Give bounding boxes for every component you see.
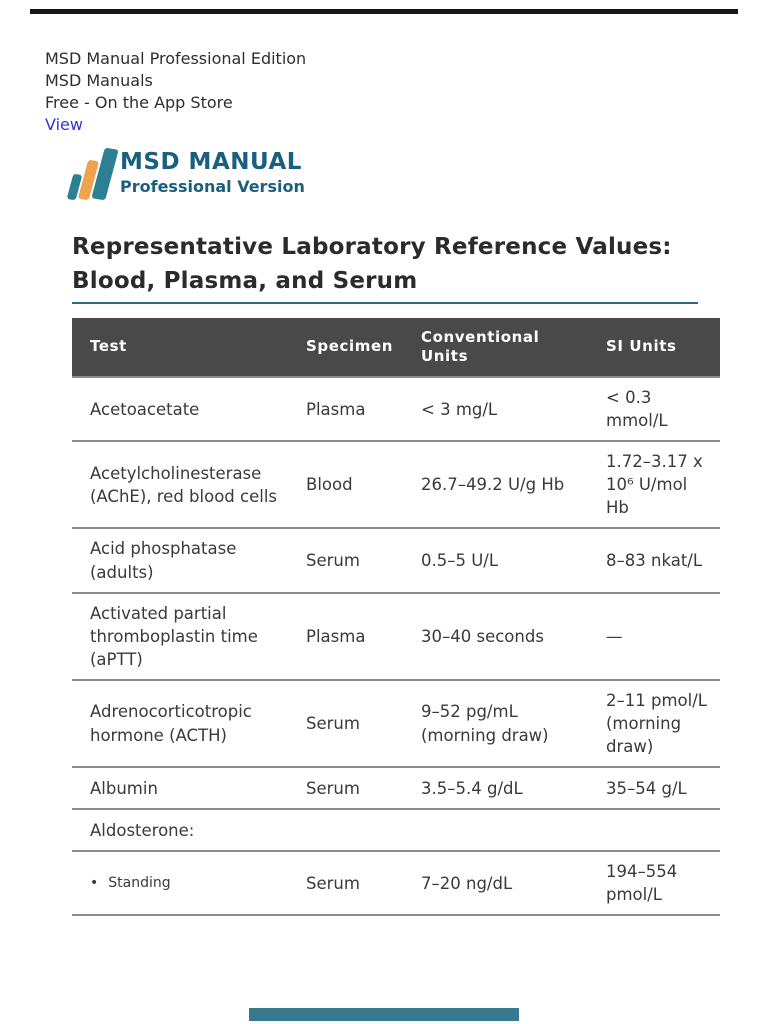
cell-test: Acetoacetate	[90, 399, 200, 419]
cell-si-units: 1.72–3.17 x 10⁶ U/mol Hb	[606, 452, 703, 518]
heading-underline	[72, 302, 698, 304]
table-row: Adrenocorticotropic hormone (ACTH) Serum 9…	[72, 681, 720, 769]
cell-conventional-units: 9–52 pg/mL (morning draw)	[421, 702, 549, 745]
logo-subtitle: Professional Version	[120, 177, 305, 196]
cell-si-units: < 0.3 mmol/L	[606, 388, 668, 431]
table-header-row: Test Specimen Conventional Units SI Unit…	[72, 318, 720, 376]
cell-si-units: 8–83 nkat/L	[606, 551, 703, 571]
cell-conventional-units: 30–40 seconds	[421, 626, 544, 646]
cell-test: Acid phosphatase (adults)	[90, 539, 237, 582]
cell-conventional-units: 3.5–5.4 g/dL	[421, 778, 523, 798]
cell-conventional-units: < 3 mg/L	[421, 399, 498, 419]
table-row: Acetylcholinesterase (AChE), red blood c…	[72, 442, 720, 530]
page-title-line2: Blood, Plasma, and Serum	[72, 268, 418, 294]
table-row: Aldosterone:	[72, 810, 720, 853]
cell-si-units: 35–54 g/L	[606, 778, 687, 798]
cell-test: • Standing	[72, 866, 288, 902]
reference-values-table: Test Specimen Conventional Units SI Unit…	[72, 318, 720, 917]
cell-specimen: Plasma	[306, 399, 366, 419]
app-banner-publisher: MSD Manuals	[45, 71, 153, 90]
app-banner-title: MSD Manual Professional Edition	[45, 49, 307, 68]
page-top-divider	[30, 9, 738, 14]
logo-title: MSD MANUAL	[120, 149, 302, 175]
cell-si-units: 194–554 pmol/L	[606, 862, 678, 905]
msd-manual-logo[interactable]: MSD MANUAL Professional Version	[66, 146, 388, 204]
table-row: Albumin Serum 3.5–5.4 g/dL 35–54 g/L	[72, 768, 720, 811]
cell-test: Acetylcholinesterase (AChE), red blood c…	[90, 463, 278, 506]
cell-specimen: Serum	[306, 551, 360, 571]
table-body: Acetoacetate Plasma < 3 mg/L < 0.3 mmol/L Ac…	[72, 376, 720, 917]
cell-specimen: Serum	[306, 778, 360, 798]
cell-test: Adrenocorticotropic hormone (ACTH)	[90, 702, 252, 745]
table-row: Acetoacetate Plasma < 3 mg/L < 0.3 mmol/L	[72, 376, 720, 443]
page-title: Representative Laboratory Reference Valu…	[72, 230, 712, 298]
cell-specimen: Plasma	[306, 626, 366, 646]
app-banner-price: Free - On the App Store	[45, 93, 233, 112]
cell-si-units	[588, 822, 720, 838]
table-row: Acid phosphatase (adults) Serum 0.5–5 U/L 8…	[72, 529, 720, 594]
column-header-specimen: Specimen	[306, 337, 394, 356]
cell-conventional-units: 26.7–49.2 U/g Hb	[421, 475, 565, 495]
bullet-icon: •	[90, 875, 99, 892]
table-row: Activated partial thromboplastin time (a…	[72, 594, 720, 681]
cell-si-units: —	[606, 626, 623, 646]
next-page-header-bar	[249, 1008, 519, 1021]
column-header-test: Test	[90, 337, 127, 356]
cell-specimen: Blood	[306, 475, 353, 495]
cell-specimen: Serum	[306, 873, 360, 893]
cell-specimen: Serum	[306, 714, 360, 734]
cell-test: Aldosterone:	[90, 820, 195, 840]
cell-conventional-units: 0.5–5 U/L	[421, 551, 499, 571]
cell-conventional-units	[403, 822, 588, 838]
table-row: • Standing Serum 7–20 ng/dL 194–554 pmol/L	[72, 852, 720, 917]
view-app-link[interactable]: View	[45, 115, 83, 134]
column-header-conventional-units: Conventional Units	[421, 327, 540, 366]
msd-logo-bars-icon	[66, 147, 120, 202]
cell-conventional-units: 7–20 ng/dL	[421, 873, 513, 893]
column-header-si-units: SI Units	[606, 337, 677, 356]
cell-test: Albumin	[90, 778, 158, 798]
cell-test: Activated partial thromboplastin time (a…	[90, 603, 258, 669]
cell-si-units: 2–11 pmol/L (morning draw)	[606, 690, 707, 757]
cell-specimen	[288, 822, 403, 838]
page-title-line1: Representative Laboratory Reference Valu…	[72, 234, 672, 260]
app-store-banner: MSD Manual Professional Edition MSD Manu…	[45, 48, 306, 136]
cell-test-label: Standing	[108, 874, 171, 891]
